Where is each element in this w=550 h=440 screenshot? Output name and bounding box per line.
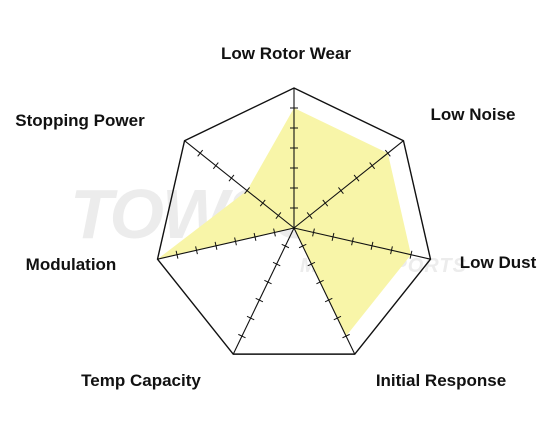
axis-tick (338, 187, 344, 195)
axis-tick (212, 162, 219, 170)
axis-label-initial-response: Initial Response (376, 371, 506, 390)
axis-tick (246, 315, 255, 321)
axis-tick (214, 241, 218, 250)
axis-label-low-rotor-wear: Low Rotor Wear (221, 44, 351, 63)
axis-spokes (157, 88, 431, 355)
axis-tick (370, 241, 374, 250)
axis-tick (273, 228, 276, 237)
axis-tick (307, 261, 316, 267)
axis-tick (255, 297, 264, 303)
axis-tick (228, 174, 235, 182)
axis-tick (195, 246, 198, 255)
axis-spoke (157, 227, 295, 260)
axis-spoke (293, 140, 404, 229)
axis-tick (175, 250, 179, 259)
axis-tick (197, 149, 204, 157)
axis-tick (238, 333, 246, 339)
axis-tick (281, 243, 290, 249)
axis-tick (333, 315, 342, 321)
axis-tick (316, 279, 324, 285)
axis-tick (324, 297, 333, 303)
axis-tick (331, 232, 335, 241)
axis-tick (312, 228, 315, 237)
axis-tick (353, 174, 360, 182)
axis-tick (390, 246, 393, 255)
axis-ticks (175, 107, 413, 339)
axis-tick (259, 199, 266, 207)
axis-tick (322, 199, 329, 207)
axis-tick (264, 279, 272, 285)
axis-tick (384, 149, 391, 157)
axis-spoke (232, 227, 295, 355)
axis-spoke (293, 227, 431, 260)
axis-label-low-noise: Low Noise (430, 105, 515, 124)
axis-spoke (293, 227, 356, 355)
axis-tick (244, 187, 250, 195)
axis-tick (298, 243, 307, 249)
axis-label-low-dust: Low Dust (460, 253, 537, 272)
axis-tick (409, 250, 413, 259)
axis-tick (306, 212, 313, 219)
axis-labels: Low Rotor Wear Low Noise Low Dust Initial R… (15, 44, 536, 390)
axis-spoke (184, 140, 295, 229)
axis-tick (342, 333, 350, 339)
outer-heptagon (156, 87, 432, 355)
axis-tick (369, 162, 376, 170)
axis-label-temp-capacity: Temp Capacity (81, 371, 201, 390)
axis-tick (275, 212, 282, 219)
axis-tick (234, 237, 237, 246)
axis-tick (351, 237, 354, 246)
axis-tick (253, 232, 257, 241)
axis-label-stopping-power: Stopping Power (15, 111, 145, 130)
axis-label-modulation: Modulation (26, 255, 117, 274)
data-area (157, 108, 411, 337)
axis-tick (272, 261, 281, 267)
